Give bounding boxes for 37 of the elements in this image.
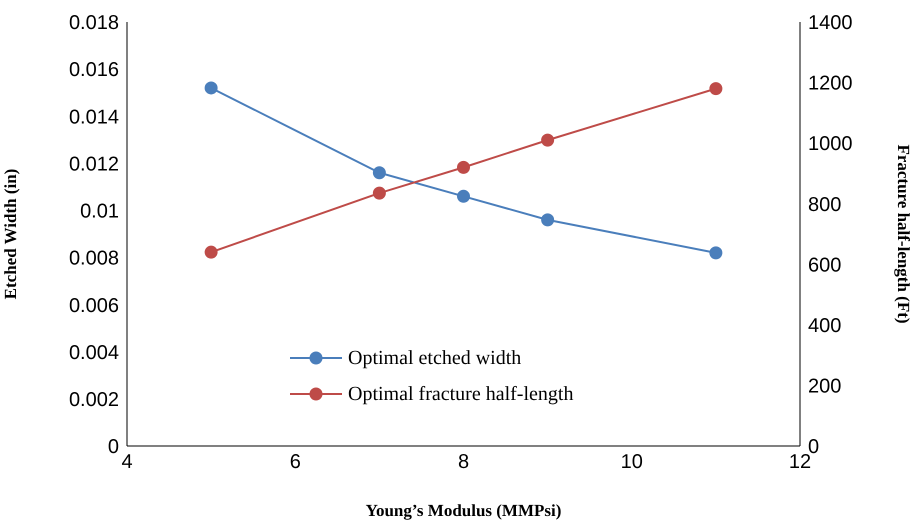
point bbox=[372, 166, 386, 180]
y2-tick-label: 1200 bbox=[808, 72, 852, 95]
y-tick-label: 0.006 bbox=[68, 294, 119, 317]
y2-tick-label: 400 bbox=[808, 314, 842, 337]
x-tick-label: 4 bbox=[121, 451, 133, 474]
y2-tick-label: 1000 bbox=[808, 133, 852, 156]
x-tick-label: 8 bbox=[458, 451, 470, 474]
point bbox=[372, 186, 386, 200]
y-tick-label: 0.002 bbox=[68, 388, 119, 411]
point bbox=[541, 134, 554, 147]
y-tick-label: 0.012 bbox=[68, 153, 119, 176]
y-tick-label: 0 bbox=[108, 436, 119, 458]
y-tick-label: 0.01 bbox=[80, 200, 119, 223]
point bbox=[204, 81, 218, 94]
point bbox=[709, 246, 722, 260]
point bbox=[709, 82, 722, 96]
x-tick-label: 6 bbox=[290, 451, 301, 474]
legend-label: Optimal etched width bbox=[348, 346, 522, 370]
y-tick-label: 0.016 bbox=[68, 59, 119, 82]
y-tick-label: 0.018 bbox=[68, 12, 119, 34]
y-tick-label: 0.014 bbox=[68, 106, 119, 128]
point bbox=[457, 160, 470, 174]
y2-tick-label: 200 bbox=[808, 376, 842, 398]
y2-tick-label: 1400 bbox=[808, 12, 852, 34]
point bbox=[204, 246, 218, 259]
y2-tick-label: 800 bbox=[808, 194, 842, 216]
point bbox=[541, 213, 554, 226]
point bbox=[457, 190, 470, 203]
y-axis-title: Etched Width (in) bbox=[1, 168, 20, 300]
x-axis-title: Young’s Modulus (MMPsi) bbox=[366, 501, 562, 520]
y-tick-label: 0.004 bbox=[68, 342, 119, 364]
y2-tick-label: 600 bbox=[808, 254, 842, 276]
y2-axis-title: Fracture half-length (Ft) bbox=[894, 144, 913, 324]
y-tick-label: 0.008 bbox=[68, 248, 119, 270]
x-tick-label: 12 bbox=[788, 451, 812, 474]
legend-label: Optimal fracture half-length bbox=[348, 382, 574, 406]
x-tick-label: 10 bbox=[620, 451, 643, 474]
